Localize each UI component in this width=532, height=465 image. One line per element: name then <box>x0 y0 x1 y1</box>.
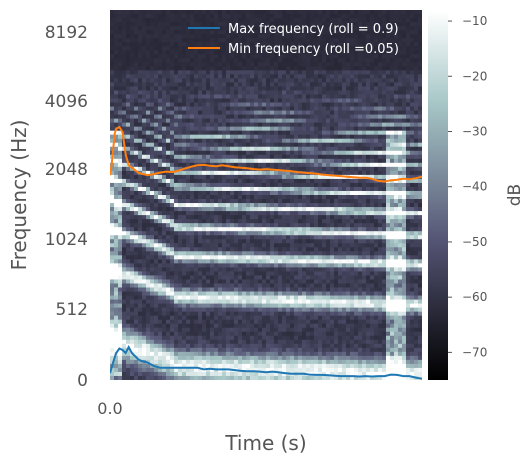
min-frequency-line <box>110 344 422 380</box>
colorbar-ticks: −10 −20 −30 −40 −50 −60 −70 <box>448 14 487 359</box>
y-axis-ticks: 8192 4096 2048 1024 512 0 <box>45 23 88 391</box>
x-tick-label: 0.0 <box>97 399 122 418</box>
colorbar-tick-label: −50 <box>462 235 487 249</box>
colorbar-tick-label: −10 <box>462 14 487 28</box>
rolloff-lines <box>110 125 422 380</box>
legend-label-min: Min frequency (roll =0.05) <box>228 42 399 57</box>
colorbar-tick-label: −20 <box>462 69 487 83</box>
spectrogram-image <box>110 10 422 380</box>
colorbar-tick-label: −60 <box>462 290 487 304</box>
y-tick-label: 1024 <box>45 230 88 250</box>
y-tick-label: 4096 <box>45 92 88 112</box>
y-tick-label: 2048 <box>45 160 88 180</box>
max-frequency-line <box>110 125 422 183</box>
colorbar-tick-label: −70 <box>462 345 487 359</box>
colorbar-tick-label: −30 <box>462 124 487 138</box>
colorbar-label: dB <box>505 184 525 206</box>
y-axis-label: Frequency (Hz) <box>7 120 31 271</box>
colorbar-tick-label: −40 <box>462 180 487 194</box>
legend-label-max: Max frequency (roll = 0.9) <box>228 22 399 37</box>
y-tick-label: 8192 <box>45 23 88 43</box>
colorbar <box>428 10 448 380</box>
x-axis-label: Time (s) <box>224 431 306 455</box>
legend: Max frequency (roll = 0.9) Min frequency… <box>188 22 399 57</box>
y-tick-label: 0 <box>77 371 88 391</box>
y-tick-label: 512 <box>56 300 88 320</box>
